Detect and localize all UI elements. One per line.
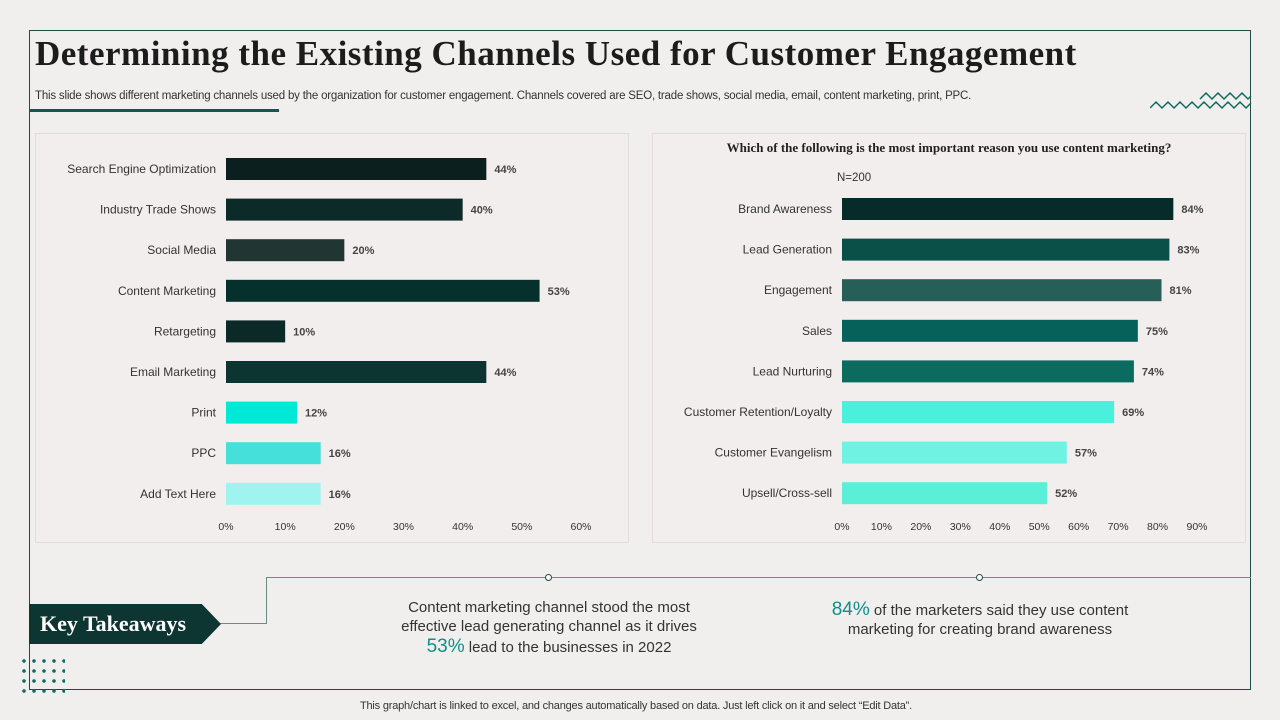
- category-label: Lead Generation: [743, 243, 832, 257]
- bar: [226, 239, 345, 262]
- category-label: Retargeting: [154, 324, 216, 338]
- takeaway-2: 84% of the marketers said they use conte…: [790, 600, 1170, 639]
- takeaway-1-line1: Content marketing channel stood the most: [408, 599, 690, 616]
- bar: [842, 482, 1048, 505]
- bar: [226, 442, 321, 465]
- reasons-chart-panel: Which of the following is the most impor…: [652, 133, 1246, 543]
- data-label: 12%: [305, 408, 327, 420]
- x-tick-label: 70%: [1108, 521, 1129, 533]
- x-tick-label: 0%: [834, 521, 849, 533]
- data-label: 44%: [494, 367, 516, 379]
- timeline-dot-2: [976, 574, 983, 581]
- takeaway-1-line2: effective lead generating channel as it …: [401, 618, 697, 635]
- page-subtitle: This slide shows different marketing cha…: [35, 90, 972, 102]
- bar: [842, 319, 1138, 342]
- data-label: 16%: [329, 489, 351, 501]
- footer-note: This graph/chart is linked to excel, and…: [360, 700, 912, 712]
- x-tick-label: 40%: [452, 521, 473, 533]
- x-tick-label: 50%: [511, 521, 532, 533]
- category-label: Add Text Here: [140, 487, 216, 501]
- channels-bar-chart: Search Engine Optimization 44% Industry Tr…: [67, 158, 592, 533]
- data-label: 83%: [1177, 245, 1199, 257]
- takeaway-2-line1: 84% of the marketers said they use conte…: [790, 600, 1170, 620]
- bar: [842, 401, 1115, 423]
- data-label: 16%: [329, 448, 351, 460]
- slide-frame: [29, 30, 1251, 690]
- data-label: 20%: [352, 245, 374, 257]
- sample-size-label: N=200: [837, 172, 872, 184]
- channels-chart-panel: Search Engine Optimization 44% Industry Tr…: [35, 133, 629, 543]
- category-label: Brand Awareness: [738, 202, 832, 216]
- takeaway-2-highlight: 84%: [831, 599, 870, 620]
- timeline-connector-vertical: [266, 577, 267, 624]
- timeline-connector-horizontal: [215, 623, 267, 624]
- data-label: 44%: [494, 164, 516, 176]
- takeaway-2-line2: marketing for creating brand awareness: [847, 621, 1113, 638]
- timeline-line: [266, 577, 1251, 578]
- x-tick-label: 20%: [334, 521, 355, 533]
- bar: [226, 482, 321, 505]
- x-tick-label: 60%: [570, 521, 591, 533]
- category-label: Customer Evangelism: [715, 446, 832, 460]
- category-label: Lead Nurturing: [753, 364, 832, 378]
- bar: [226, 198, 463, 221]
- data-label: 81%: [1170, 285, 1192, 297]
- takeaway-1: Content marketing channel stood the most…: [370, 598, 728, 657]
- timeline-dot-1: [545, 574, 552, 581]
- reasons-chart-title: Which of the following is the most impor…: [726, 140, 1172, 155]
- x-tick-label: 0%: [218, 521, 233, 533]
- data-label: 40%: [471, 205, 493, 217]
- category-label: Social Media: [147, 243, 216, 257]
- data-label: 74%: [1142, 366, 1164, 378]
- x-tick-label: 50%: [1029, 521, 1050, 533]
- bar: [842, 238, 1170, 261]
- x-tick-label: 10%: [871, 521, 892, 533]
- takeaway-2-line1-text: of the marketers said they use content: [869, 602, 1129, 619]
- data-label: 53%: [548, 286, 570, 298]
- x-tick-label: 10%: [275, 521, 296, 533]
- x-tick-label: 30%: [393, 521, 414, 533]
- category-label: Upsell/Cross-sell: [742, 486, 832, 500]
- x-tick-label: 90%: [1186, 521, 1207, 533]
- category-label: Engagement: [764, 283, 833, 297]
- x-tick-label: 20%: [910, 521, 931, 533]
- data-label: 84%: [1181, 204, 1203, 216]
- data-label: 52%: [1055, 488, 1077, 500]
- x-tick-label: 60%: [1068, 521, 1089, 533]
- data-label: 57%: [1075, 448, 1097, 460]
- page-title: Determining the Existing Channels Used f…: [35, 34, 1077, 73]
- category-label: Sales: [802, 324, 832, 338]
- dots-decoration: [19, 656, 65, 698]
- bar: [226, 361, 487, 383]
- bar: [842, 441, 1067, 464]
- takeaway-1-line3-text: lead to the businesses in 2022: [464, 639, 672, 656]
- bar: [842, 360, 1134, 383]
- bar: [226, 279, 540, 302]
- category-label: Print: [191, 406, 216, 420]
- bar: [226, 401, 297, 424]
- x-tick-label: 40%: [989, 521, 1010, 533]
- data-label: 10%: [293, 326, 315, 338]
- category-label: Search Engine Optimization: [67, 162, 216, 176]
- takeaway-1-highlight: 53%: [426, 636, 465, 657]
- title-accent-bar: [29, 109, 279, 112]
- category-label: Content Marketing: [118, 284, 216, 298]
- data-label: 75%: [1146, 326, 1168, 338]
- key-takeaways-label: Key Takeaways: [29, 604, 221, 644]
- reasons-bar-chart: Brand Awareness 84% Lead Generation 83% Enga…: [684, 198, 1208, 533]
- takeaway-1-line3: 53% lead to the businesses in 2022: [370, 637, 728, 657]
- category-label: Industry Trade Shows: [100, 203, 216, 217]
- bar: [226, 158, 487, 180]
- x-tick-label: 80%: [1147, 521, 1168, 533]
- zigzag-decoration: [1150, 91, 1252, 110]
- x-tick-label: 30%: [950, 521, 971, 533]
- data-label: 69%: [1122, 407, 1144, 419]
- category-label: Email Marketing: [130, 365, 216, 379]
- bar: [842, 198, 1174, 220]
- bar: [226, 320, 286, 343]
- category-label: PPC: [191, 446, 216, 460]
- category-label: Customer Retention/Loyalty: [684, 405, 832, 419]
- bar: [842, 279, 1162, 302]
